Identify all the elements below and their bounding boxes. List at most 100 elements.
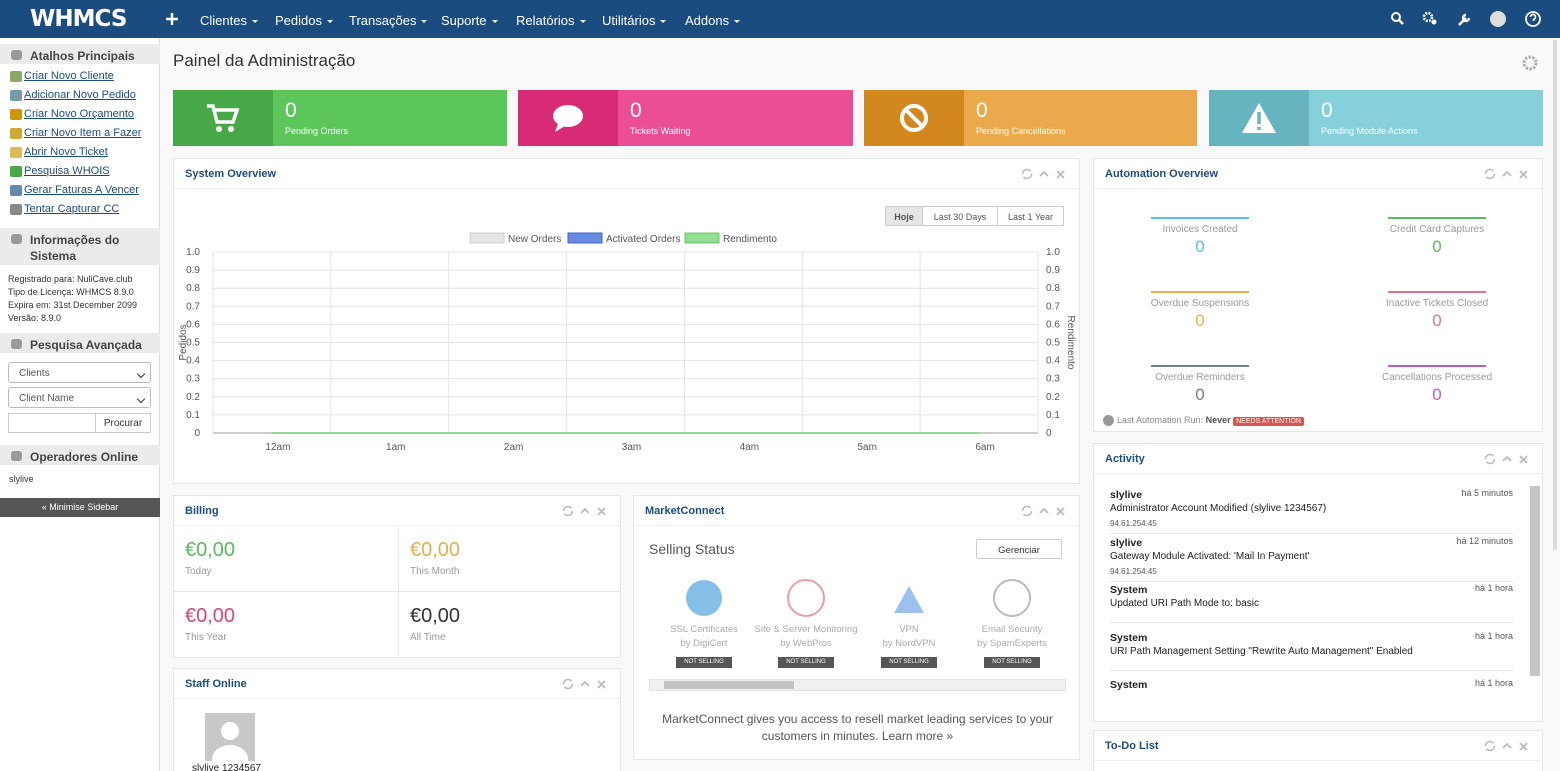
shortcut-link[interactable]: Criar Novo Item a Fazer bbox=[24, 127, 142, 139]
service-name: Site & Server Monitoring bbox=[754, 624, 858, 635]
stat-box[interactable]: 0 Pending Module Actions bbox=[1209, 90, 1543, 146]
mountain bbox=[894, 586, 924, 613]
automation-value: 0 bbox=[1195, 311, 1205, 330]
logo bbox=[686, 580, 722, 616]
activity-user: System bbox=[1110, 679, 1148, 691]
service-name: VPN bbox=[899, 624, 919, 635]
stat-box[interactable]: 0 Tickets Waiting bbox=[518, 90, 853, 146]
y-tick-label: 0 bbox=[1046, 428, 1052, 439]
automation-bar bbox=[1388, 217, 1486, 219]
shortcut-link[interactable]: Criar Novo Orçamento bbox=[24, 108, 135, 120]
shortcut-link[interactable]: Criar Novo Cliente bbox=[24, 70, 114, 82]
tail bbox=[555, 124, 565, 132]
x-tick-label: 2am bbox=[504, 442, 523, 453]
shortcut-link[interactable]: Gerar Faturas A Vencer bbox=[24, 184, 139, 196]
collapse bbox=[1502, 170, 1512, 177]
automation-value: 0 bbox=[1432, 385, 1442, 404]
activity-user: System bbox=[1110, 584, 1148, 596]
nav-menu-item[interactable]: Transações bbox=[349, 13, 427, 28]
automation-label: Invoices Created bbox=[1162, 224, 1238, 235]
search-input[interactable] bbox=[8, 413, 96, 433]
shortcut-link[interactable]: Adicionar Novo Pedido bbox=[24, 89, 136, 101]
system-info-line: Expira em: 31st December 2099 bbox=[8, 300, 138, 310]
panel: System Overview Hoje Last 30 Days Last 1 Ye… bbox=[173, 158, 1080, 484]
billing-amount: €0,00 bbox=[410, 539, 461, 561]
service-logo bbox=[993, 579, 1031, 617]
activity-time: há 1 hora bbox=[1474, 630, 1513, 641]
panel-title: To-Do List bbox=[1105, 740, 1159, 752]
check bbox=[1103, 415, 1114, 426]
refresh bbox=[1484, 453, 1496, 465]
nav-menu-item[interactable]: Addons bbox=[685, 13, 740, 28]
nav-menu-item[interactable]: Utilitários bbox=[602, 13, 666, 28]
stat-box[interactable]: 0 Pending Orders bbox=[173, 90, 507, 146]
ban bbox=[900, 104, 928, 132]
select[interactable]: Clients bbox=[8, 362, 151, 383]
billing-amount: €0,00 bbox=[410, 605, 461, 627]
slash bbox=[904, 108, 924, 128]
close bbox=[1056, 170, 1065, 179]
close bbox=[1519, 742, 1528, 751]
minimise-sidebar[interactable]: « Minimise Sidebar bbox=[0, 498, 160, 517]
y-tick-label: 0.9 bbox=[186, 265, 200, 276]
select[interactable]: Client Name bbox=[8, 387, 151, 408]
add-icon bbox=[166, 13, 178, 25]
shortcut-link[interactable]: Tentar Capturar CC bbox=[24, 203, 120, 215]
y-tick-label: 0.4 bbox=[1046, 356, 1060, 367]
plus bbox=[166, 13, 178, 25]
shortcut-link[interactable]: Pesquisa WHOIS bbox=[24, 165, 110, 177]
w2 bbox=[228, 126, 234, 132]
shortcut-icon bbox=[10, 204, 22, 215]
stat-box[interactable]: 0 Pending Cancellations bbox=[864, 90, 1197, 146]
activity-user: slylive bbox=[1110, 489, 1143, 501]
y-tick-label: 0.6 bbox=[186, 319, 200, 330]
panel-controls bbox=[1484, 168, 1528, 180]
nav-menu-item[interactable]: Suporte bbox=[441, 13, 498, 28]
panel-controls bbox=[562, 505, 606, 517]
automation-value: 0 bbox=[1195, 237, 1205, 256]
y-tick-label: 0.5 bbox=[1046, 338, 1060, 349]
activity-time: há 5 minutos bbox=[1461, 488, 1513, 498]
automation-label: Credit Card Captures bbox=[1389, 224, 1485, 235]
stat-label: Pending Module Actions bbox=[1321, 126, 1418, 136]
nav-menu-item[interactable]: Clientes bbox=[200, 13, 258, 28]
system-info-line: Versão: 8.9.0 bbox=[8, 313, 62, 323]
activity-time: há 12 minutos bbox=[1456, 535, 1513, 546]
mc-manage[interactable]: Gerenciar bbox=[976, 539, 1062, 559]
y-tick-label: 0.6 bbox=[1046, 319, 1060, 330]
service-by: by WebPros bbox=[780, 638, 832, 649]
automation-label: Cancellations Processed bbox=[1381, 372, 1493, 383]
panel-controls bbox=[562, 678, 606, 690]
panel: Activity slylive há 5 minutos Administrator… bbox=[1093, 443, 1543, 722]
lens bbox=[1391, 12, 1401, 22]
collapse bbox=[1039, 170, 1049, 177]
settings-icon bbox=[1522, 55, 1538, 71]
y-tick-label: 0 bbox=[194, 428, 200, 439]
help bbox=[1525, 11, 1541, 27]
nav-menu-item[interactable]: Relatórios bbox=[516, 13, 586, 28]
service-name: Email Security bbox=[981, 624, 1043, 635]
staff-avatar bbox=[205, 713, 255, 761]
header-icon bbox=[11, 339, 22, 349]
collapse bbox=[1502, 742, 1512, 749]
shortcut-link[interactable]: Abrir Novo Ticket bbox=[24, 146, 108, 158]
automation-label: Overdue Reminders bbox=[1155, 372, 1245, 383]
panel-title: Staff Online bbox=[185, 678, 247, 690]
nav-menu-item[interactable]: Pedidos bbox=[275, 13, 333, 28]
grid-v bbox=[398, 527, 399, 657]
search-button[interactable]: Procurar bbox=[95, 413, 151, 433]
nav-icon bbox=[1458, 13, 1471, 26]
collapse bbox=[1502, 455, 1512, 462]
activity-text: URI Path Management Setting "Rewrite Aut… bbox=[1110, 645, 1413, 657]
nav-icon bbox=[1422, 11, 1437, 25]
activity-divider bbox=[1110, 580, 1513, 582]
stat-icon bbox=[1242, 103, 1276, 133]
avatar bbox=[1490, 11, 1506, 27]
scrollbar-thumb bbox=[1530, 486, 1540, 676]
activity-text: Gateway Module Activated: 'Mail In Payme… bbox=[1110, 550, 1310, 562]
chart-tab[interactable]: Last 1 Year bbox=[997, 206, 1064, 226]
refresh bbox=[1021, 505, 1033, 517]
page-title: Painel da Administração bbox=[173, 51, 356, 70]
legend-label: Activated Orders bbox=[606, 234, 680, 245]
operator: slylive bbox=[9, 474, 34, 484]
